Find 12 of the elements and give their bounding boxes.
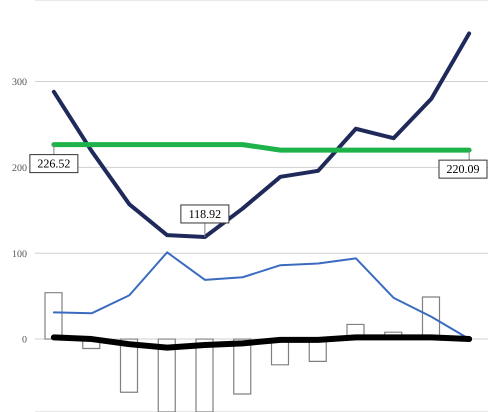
data-label: 220.09: [446, 162, 480, 176]
bar: [158, 338, 176, 412]
bar: [195, 338, 214, 412]
bar: [233, 338, 252, 395]
y-tick-label: 0: [22, 334, 27, 346]
y-tick-label: 100: [12, 248, 27, 260]
data-label: 226.52: [37, 156, 70, 171]
y-tick-label: 300: [12, 77, 27, 88]
data-label: 118.92: [188, 206, 222, 221]
y-tick-label: 200: [12, 162, 27, 174]
bar: [120, 338, 138, 393]
bar: [44, 292, 63, 340]
